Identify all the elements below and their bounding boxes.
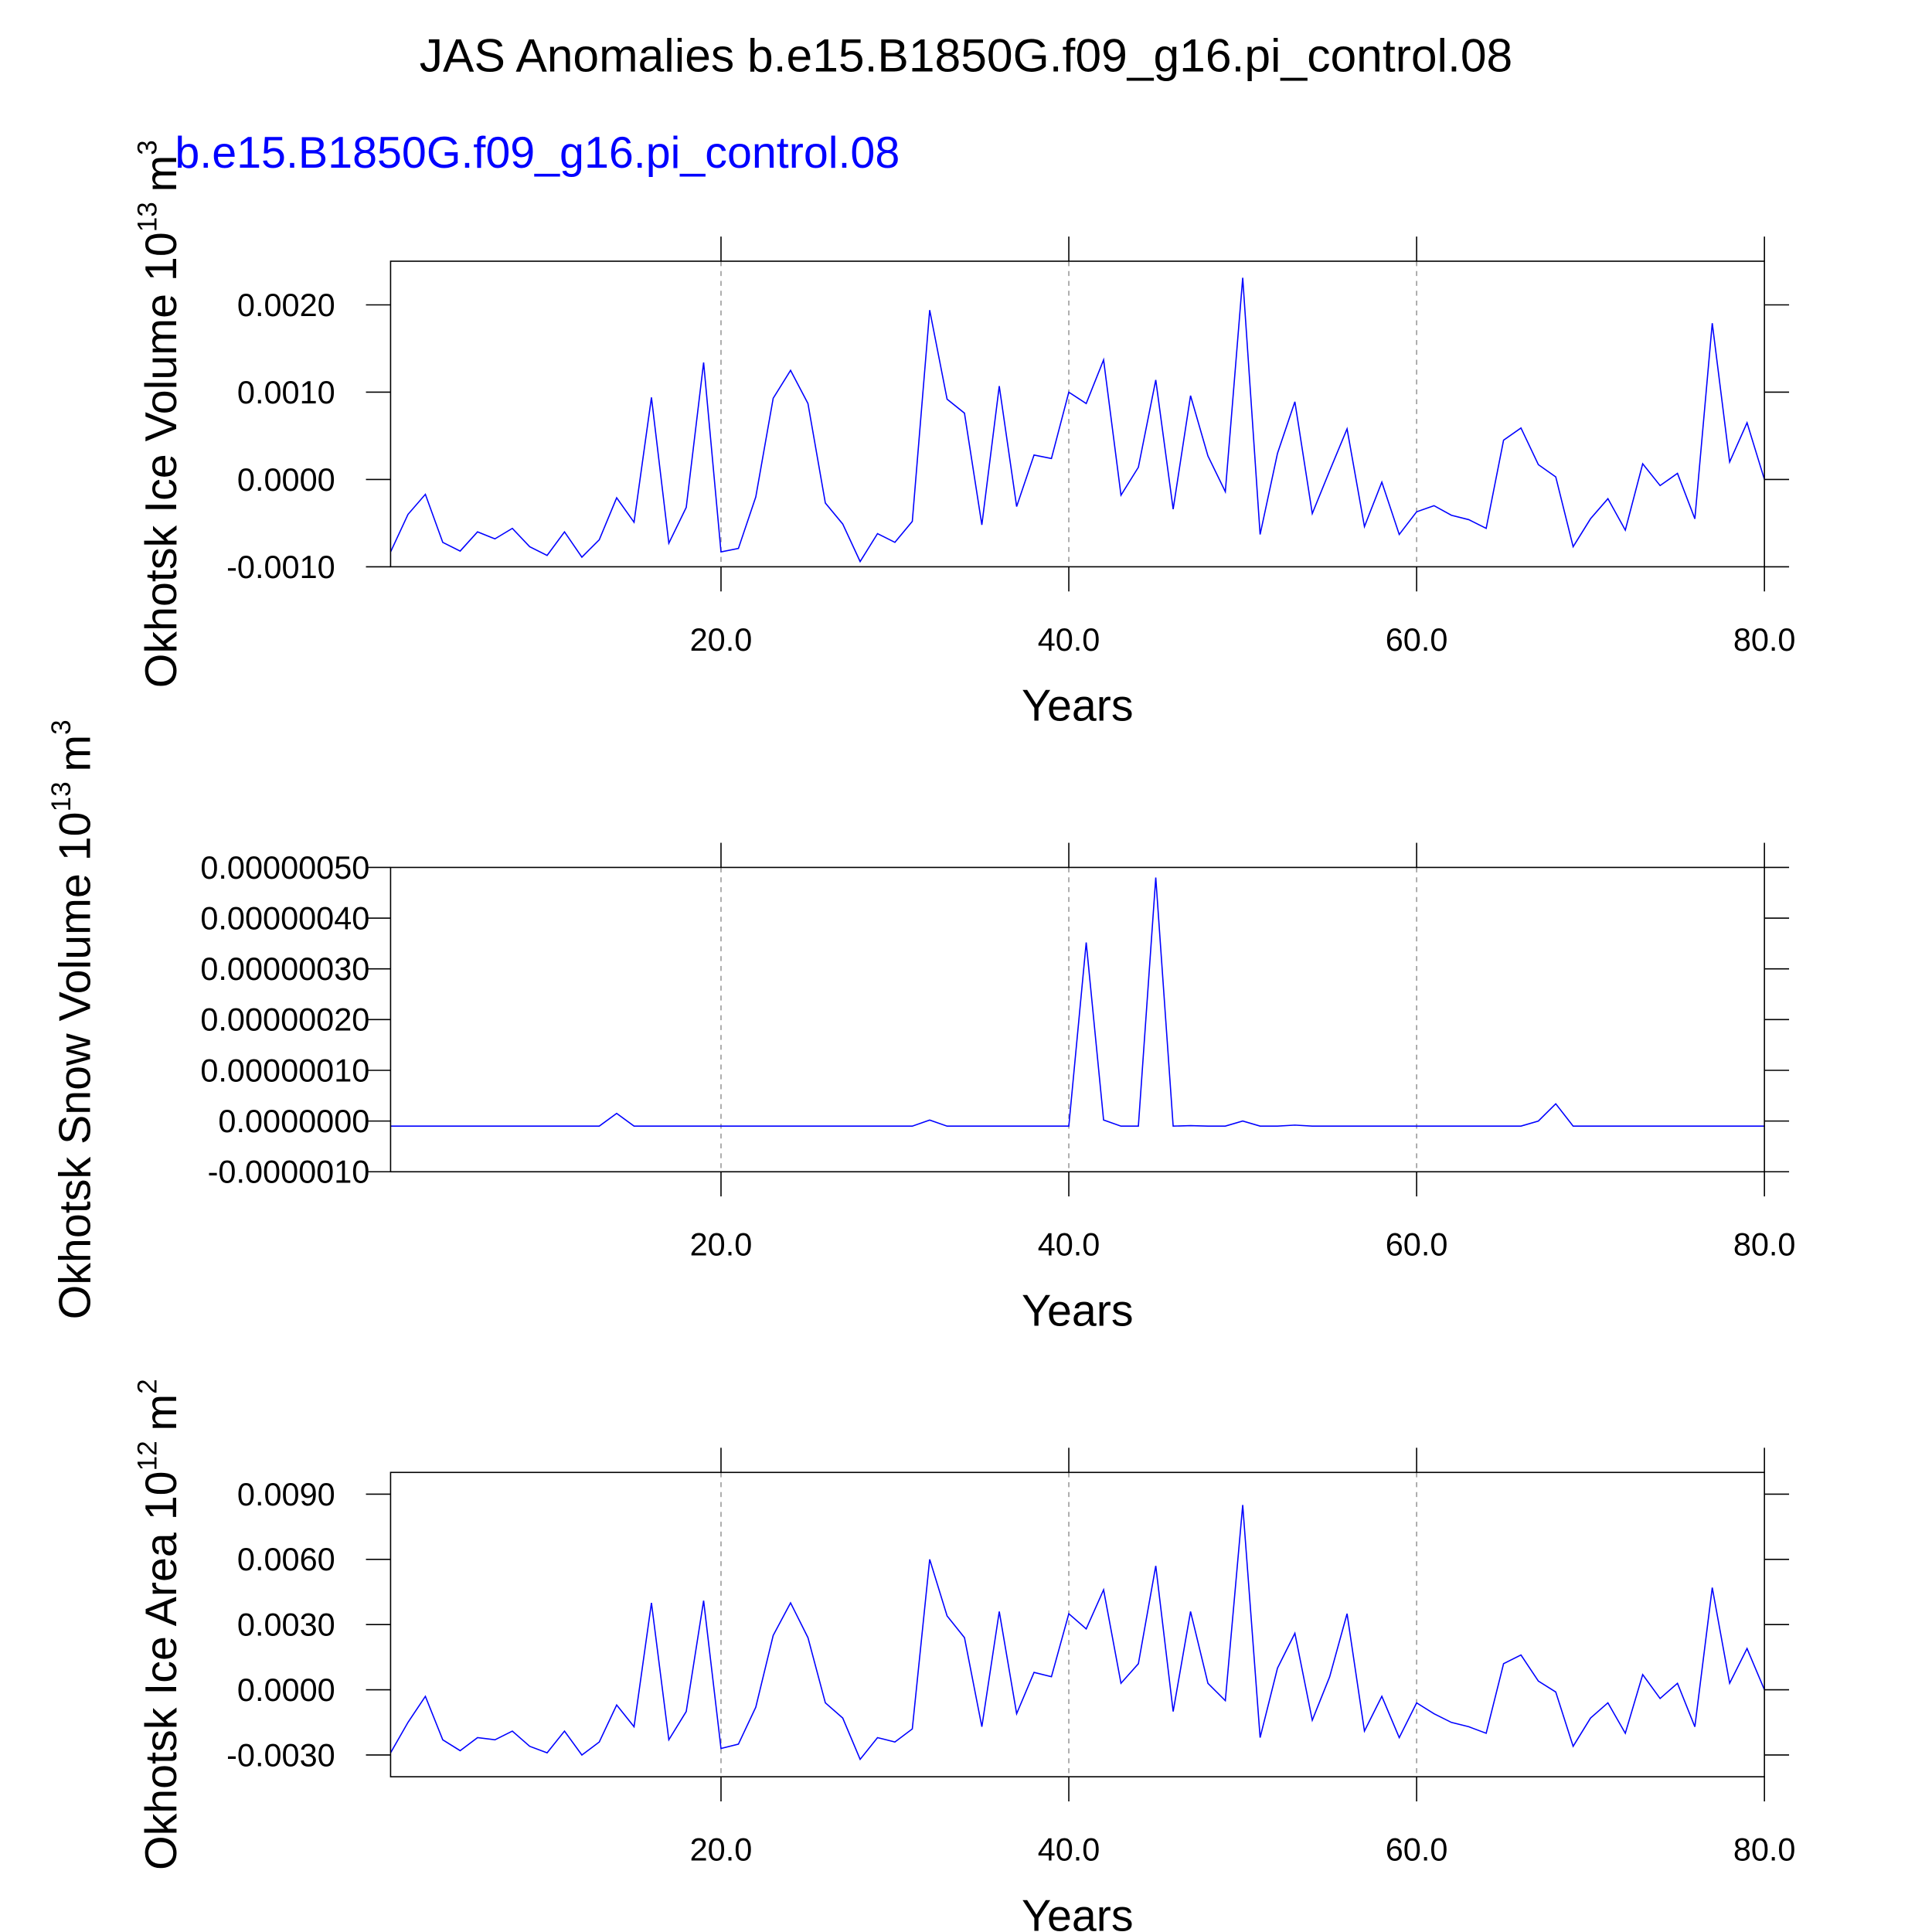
x-axis-label: Years [1022, 682, 1134, 731]
y-axis-label-text: Okhotsk Ice Area 10 [137, 1471, 186, 1870]
plot-frame [389, 260, 1765, 568]
y-axis-label-unit: m [137, 155, 186, 192]
chart-title: JAS Anomalies b.e15.B1850G.f09_g16.pi_co… [420, 29, 1512, 81]
y-tick-label: 0.00000010 [200, 1052, 369, 1088]
y-axis-label-text: Okhotsk Ice Volume 10 [137, 232, 186, 688]
x-axis-label: Years [1022, 1891, 1134, 1932]
x-tick-label: 80.0 [1733, 1226, 1796, 1263]
x-tick-label: 60.0 [1386, 1832, 1448, 1868]
y-tick-label: 0.0000 [237, 1672, 335, 1708]
x-tick-label: 80.0 [1733, 1832, 1796, 1868]
y-tick-label: 0.0010 [237, 374, 335, 410]
y-tick-label: 0.00000050 [200, 849, 369, 886]
y-tick-label: 0.0000 [237, 461, 335, 498]
y-axis-label-unit: m [50, 735, 100, 772]
y-tick-label: -0.0030 [226, 1736, 335, 1773]
x-tick-label: 40.0 [1038, 621, 1100, 658]
y-tick-label: 0.0020 [237, 287, 335, 323]
x-tick-label: 60.0 [1386, 621, 1448, 658]
y-tick-label: -0.0010 [226, 549, 335, 585]
data-line [390, 877, 1765, 1128]
y-axis-label-exp: 13 [132, 202, 162, 232]
y-tick-label: 0.00000030 [200, 951, 369, 987]
chart-subtitle: b.e15.B1850G.f09_g16.pi_control.08 [175, 128, 900, 178]
data-line [389, 277, 1765, 563]
y-axis-label-unit-exp: 3 [46, 719, 77, 735]
y-tick-label: 0.0090 [237, 1476, 335, 1512]
y-tick-label: 0.0060 [237, 1541, 335, 1577]
y-tick-label: 0.00000040 [200, 900, 369, 936]
y-tick-label: -0.0000010 [208, 1154, 370, 1190]
y-axis-label: Okhotsk Ice Area 1012 m2 [132, 1379, 186, 1870]
y-axis-label-unit: m [137, 1394, 186, 1431]
y-axis-label-text: Okhotsk Snow Volume 10 [50, 811, 100, 1319]
y-axis-label: Okhotsk Snow Volume 1013 m3 [46, 719, 100, 1319]
data-line [389, 1505, 1765, 1761]
plot-frame [389, 1471, 1765, 1777]
y-axis-label-exp: 12 [132, 1440, 162, 1471]
y-axis-label-unit-exp: 3 [132, 140, 162, 155]
x-tick-label: 20.0 [690, 621, 753, 658]
x-tick-label: 20.0 [690, 1226, 753, 1263]
x-tick-label: 40.0 [1038, 1832, 1100, 1868]
x-tick-label: 60.0 [1386, 1226, 1448, 1263]
y-axis-label-exp: 13 [46, 781, 77, 811]
plot-frame [389, 866, 1765, 1173]
y-tick-label: 0.0030 [237, 1607, 335, 1643]
y-axis-label-unit-exp: 2 [132, 1379, 162, 1394]
x-tick-label: 80.0 [1733, 621, 1796, 658]
y-axis-label: Okhotsk Ice Volume 1013 m3 [132, 140, 186, 688]
x-tick-label: 20.0 [690, 1832, 753, 1868]
x-axis-label: Years [1022, 1287, 1134, 1336]
x-tick-label: 40.0 [1038, 1226, 1100, 1263]
y-tick-label: 0.0000000 [218, 1103, 369, 1139]
y-tick-label: 0.00000020 [200, 1002, 369, 1038]
